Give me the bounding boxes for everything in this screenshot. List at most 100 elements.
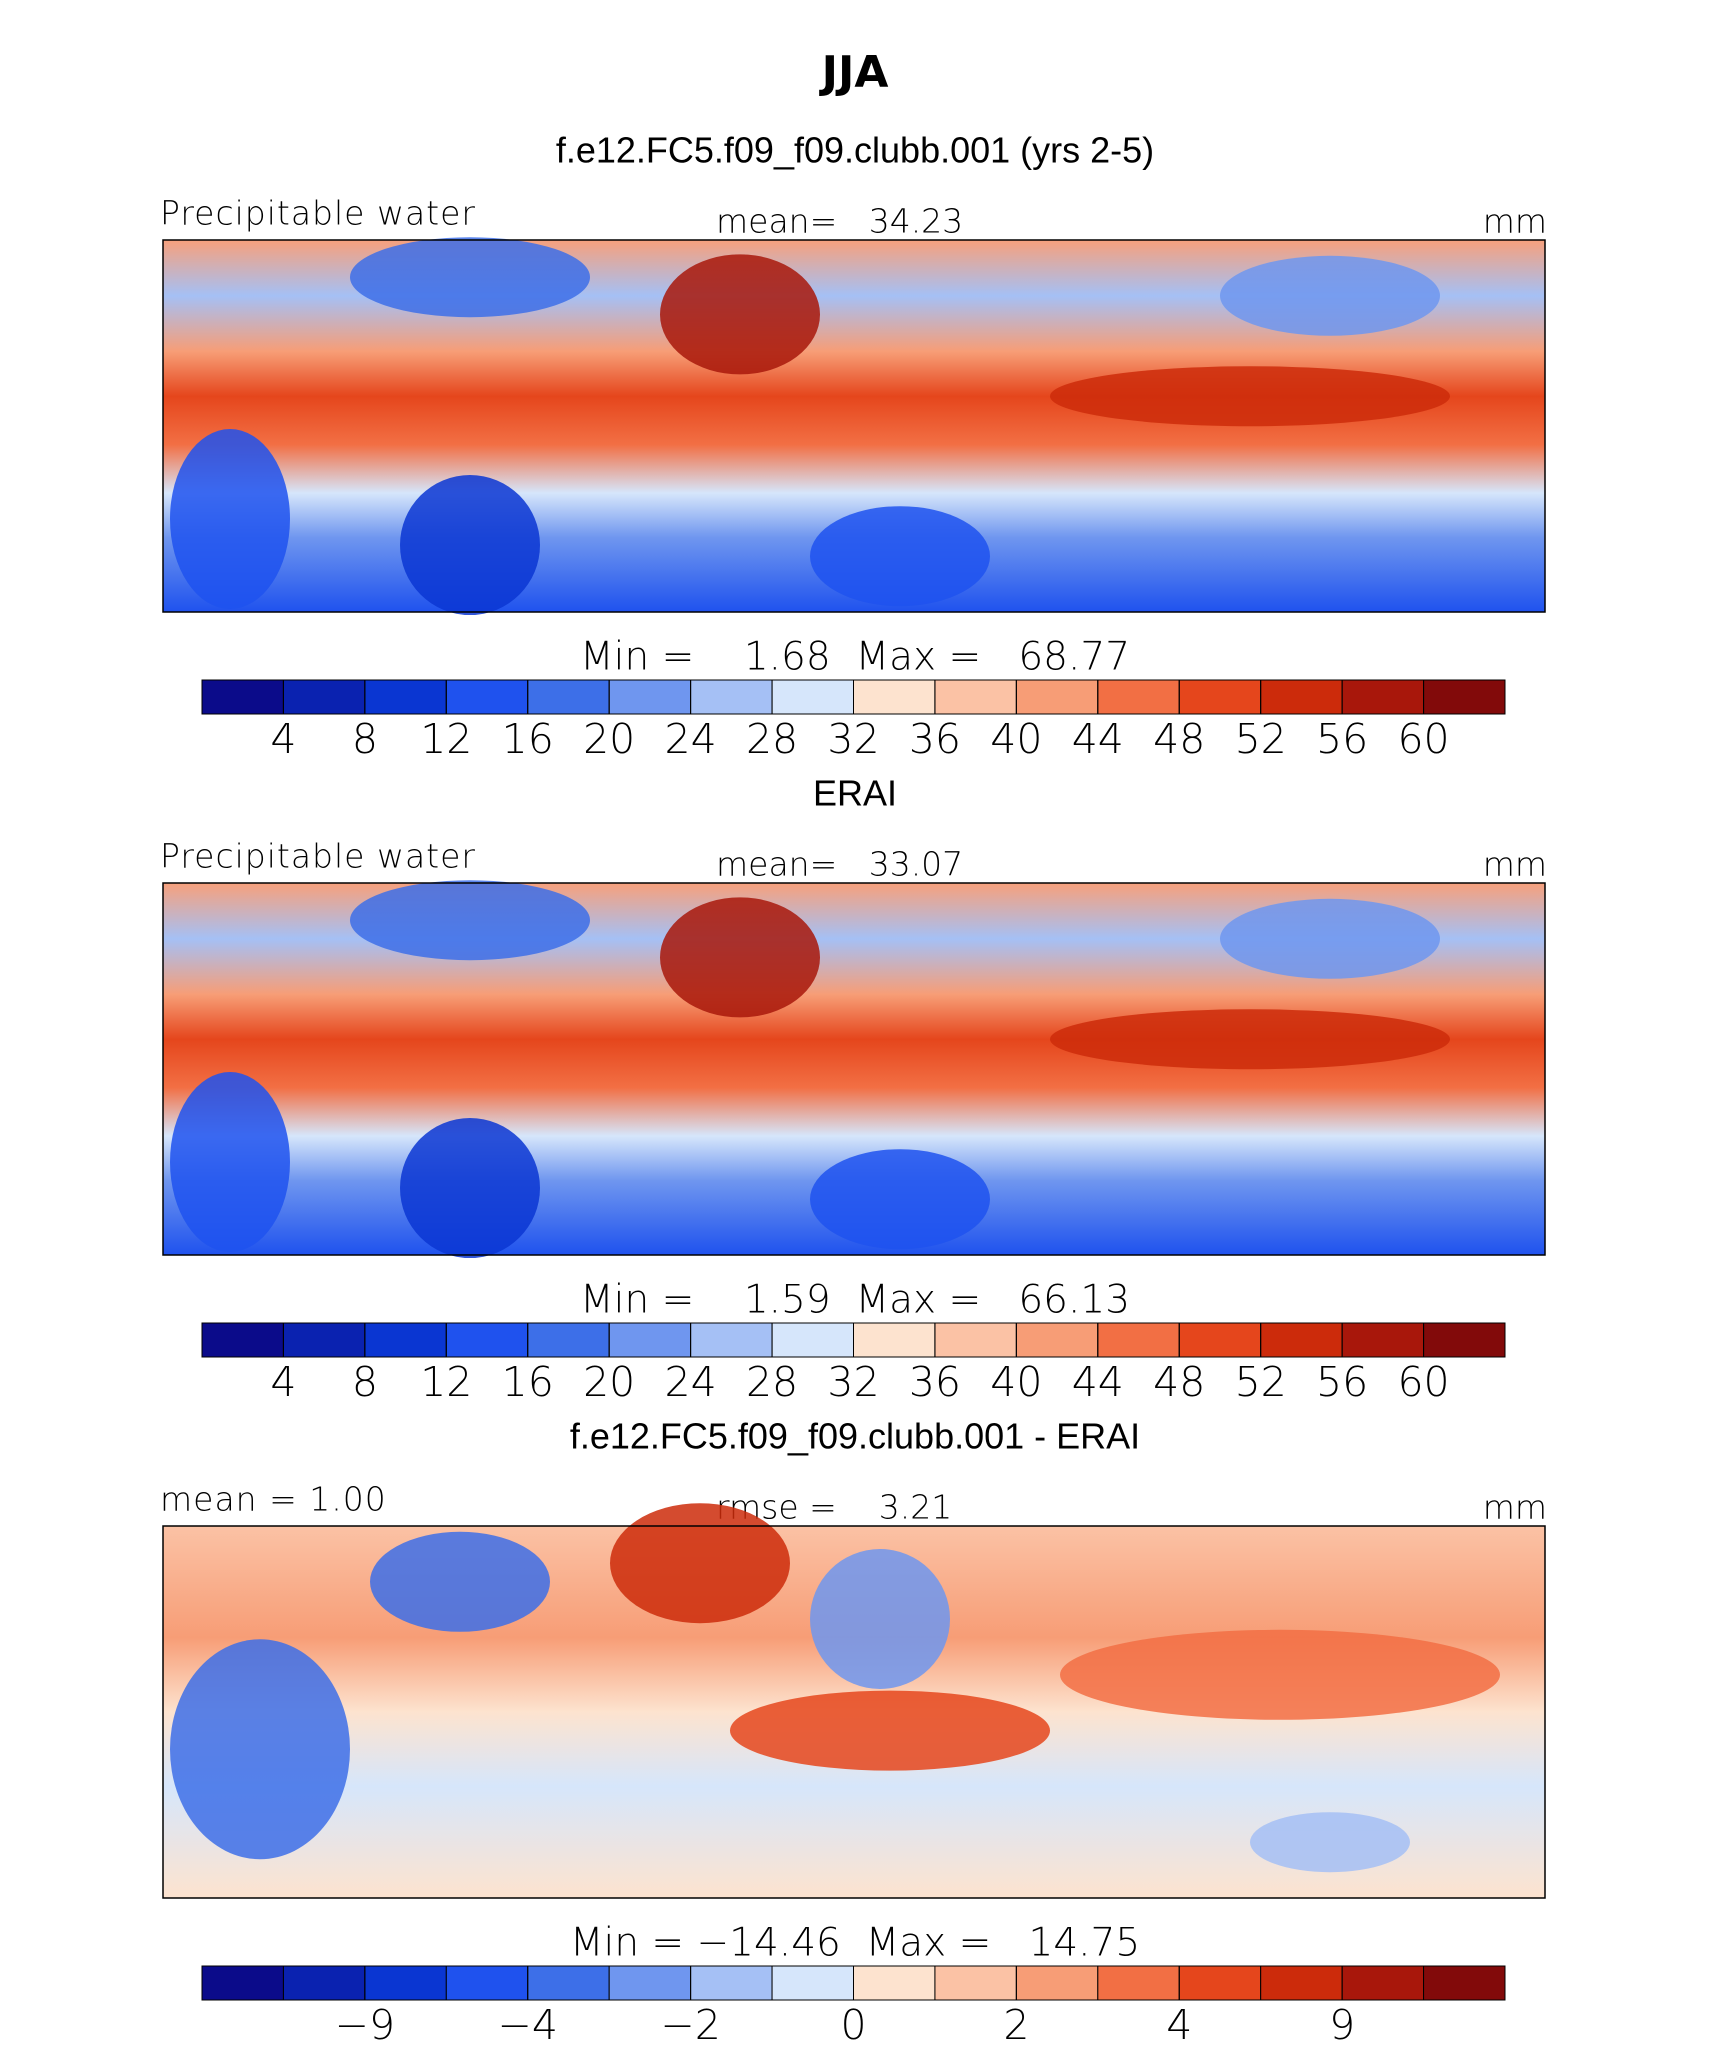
colorbar-tick-label: −4 <box>498 2001 558 2048</box>
colorbar-box <box>282 1965 366 2001</box>
colorbar-box <box>527 679 610 715</box>
map-frame <box>162 1525 1546 1899</box>
left-label: Precipitable water <box>160 837 476 876</box>
map <box>162 237 1546 616</box>
colorbar-tick-label: 12 <box>420 715 472 763</box>
colorbar-box <box>364 1322 447 1358</box>
colorbar-tick-label: 52 <box>1235 715 1287 763</box>
colorbar-tick-label: 48 <box>1153 1358 1205 1406</box>
colorbar-tick-label: 36 <box>909 715 961 763</box>
colorbar-box <box>201 679 284 715</box>
colorbar-box <box>690 1965 773 2001</box>
left-label: mean = 1.00 <box>160 1480 387 1519</box>
colorbar-box <box>527 1965 610 2001</box>
colorbar-box <box>690 679 773 715</box>
colorbar-tick-label: 28 <box>746 1358 798 1406</box>
colorbar-tick-label: 60 <box>1397 1358 1449 1406</box>
colorbar-tick-label: 4 <box>270 715 296 763</box>
colorbar-tick-label: 48 <box>1153 715 1205 763</box>
colorbar-tick-label: 8 <box>352 715 378 763</box>
colorbar-box <box>853 1965 936 2001</box>
map-feature <box>1050 366 1450 427</box>
min-max-label: Min = −14.46 Max = 14.75 <box>570 1921 1140 1966</box>
colorbar-tick-label: 2 <box>1003 2001 1029 2048</box>
colorbar-tick-label: 4 <box>270 1358 296 1406</box>
colorbar-box <box>201 1965 284 2001</box>
colorbar-tick-label: 56 <box>1316 715 1368 763</box>
min-max-label: Min = 1.59 Max = 66.13 <box>580 1278 1130 1323</box>
colorbar-tick-label: 32 <box>827 1358 879 1406</box>
colorbar-box <box>1097 1322 1180 1358</box>
colorbar-box <box>1178 679 1262 715</box>
colorbar-box <box>608 679 692 715</box>
min-max-label: Min = 1.68 Max = 68.77 <box>580 635 1130 680</box>
units-label: mm <box>1483 202 1547 241</box>
colorbar-tick-label: 40 <box>990 715 1042 763</box>
colorbar-box <box>608 1965 692 2001</box>
map-feature <box>400 475 540 616</box>
map-feature <box>730 1690 1050 1771</box>
map-frame <box>162 882 1546 1256</box>
colorbar-box <box>1178 1322 1262 1358</box>
map-feature <box>370 1531 550 1632</box>
center-label: mean= 33.07 <box>716 845 963 884</box>
colorbar-box <box>608 1322 692 1358</box>
colorbar-box <box>1178 1965 1262 2001</box>
colorbar-tick-label: 20 <box>583 715 635 763</box>
colorbar-box <box>445 1322 529 1358</box>
map-feature <box>1220 898 1440 979</box>
colorbar-tick-label: −9 <box>335 2001 395 2048</box>
colorbar-box <box>282 1322 366 1358</box>
map-feature <box>170 1639 350 1860</box>
map-feature <box>660 897 820 1018</box>
colorbar-tick-label: 9 <box>1329 2001 1355 2048</box>
colorbar-box <box>527 1322 610 1358</box>
colorbar-box <box>282 679 366 715</box>
colorbar-tick-label: 60 <box>1397 715 1449 763</box>
map-feature <box>1050 1009 1450 1070</box>
panel-heading: ERAI <box>813 773 897 814</box>
colorbar-box <box>1423 1965 1506 2001</box>
map-feature <box>1250 1812 1410 1873</box>
colorbar-box <box>445 679 529 715</box>
map-feature <box>810 1149 990 1250</box>
colorbar-tick-label: 16 <box>502 715 554 763</box>
colorbar-box <box>934 1965 1017 2001</box>
colorbar-box <box>771 679 854 715</box>
colorbar-box <box>1423 1322 1506 1358</box>
colorbar-box <box>934 679 1017 715</box>
map-feature <box>350 880 590 961</box>
colorbar-box <box>1097 1965 1180 2001</box>
map-feature <box>170 429 290 609</box>
map-feature <box>1060 1629 1500 1720</box>
colorbar-box <box>934 1322 1017 1358</box>
map-feature <box>350 237 590 318</box>
colorbar-box <box>364 679 447 715</box>
colorbar-tick-label: 20 <box>583 1358 635 1406</box>
map-feature <box>1220 255 1440 336</box>
colorbar-tick-label: 36 <box>909 1358 961 1406</box>
center-label: mean= 34.23 <box>716 202 963 241</box>
map-feature <box>170 1072 290 1252</box>
colorbar-tick-label: 12 <box>420 1358 472 1406</box>
colorbar-box <box>445 1965 529 2001</box>
colorbar-box <box>1260 1965 1343 2001</box>
colorbar-tick-label: 4 <box>1166 2001 1192 2048</box>
map-feature <box>810 506 990 607</box>
panel-heading: f.e12.FC5.f09_f09.clubb.001 - ERAI <box>570 1416 1140 1457</box>
colorbar-box <box>1341 1965 1425 2001</box>
colorbar-tick-label: 24 <box>665 1358 717 1406</box>
panel-heading: f.e12.FC5.f09_f09.clubb.001 (yrs 2-5) <box>556 130 1154 171</box>
colorbar-box <box>201 1322 284 1358</box>
colorbar-box <box>1423 679 1506 715</box>
colorbar-box <box>771 1965 854 2001</box>
colorbar-box <box>1260 679 1343 715</box>
colorbar-tick-label: 28 <box>746 715 798 763</box>
colorbar-tick-label: 16 <box>502 1358 554 1406</box>
colorbar-tick-label: 32 <box>827 715 879 763</box>
colorbar-box <box>771 1322 854 1358</box>
colorbar-box <box>853 1322 936 1358</box>
map-feature <box>610 1503 790 1624</box>
colorbar-tick-label: −2 <box>660 2001 720 2048</box>
